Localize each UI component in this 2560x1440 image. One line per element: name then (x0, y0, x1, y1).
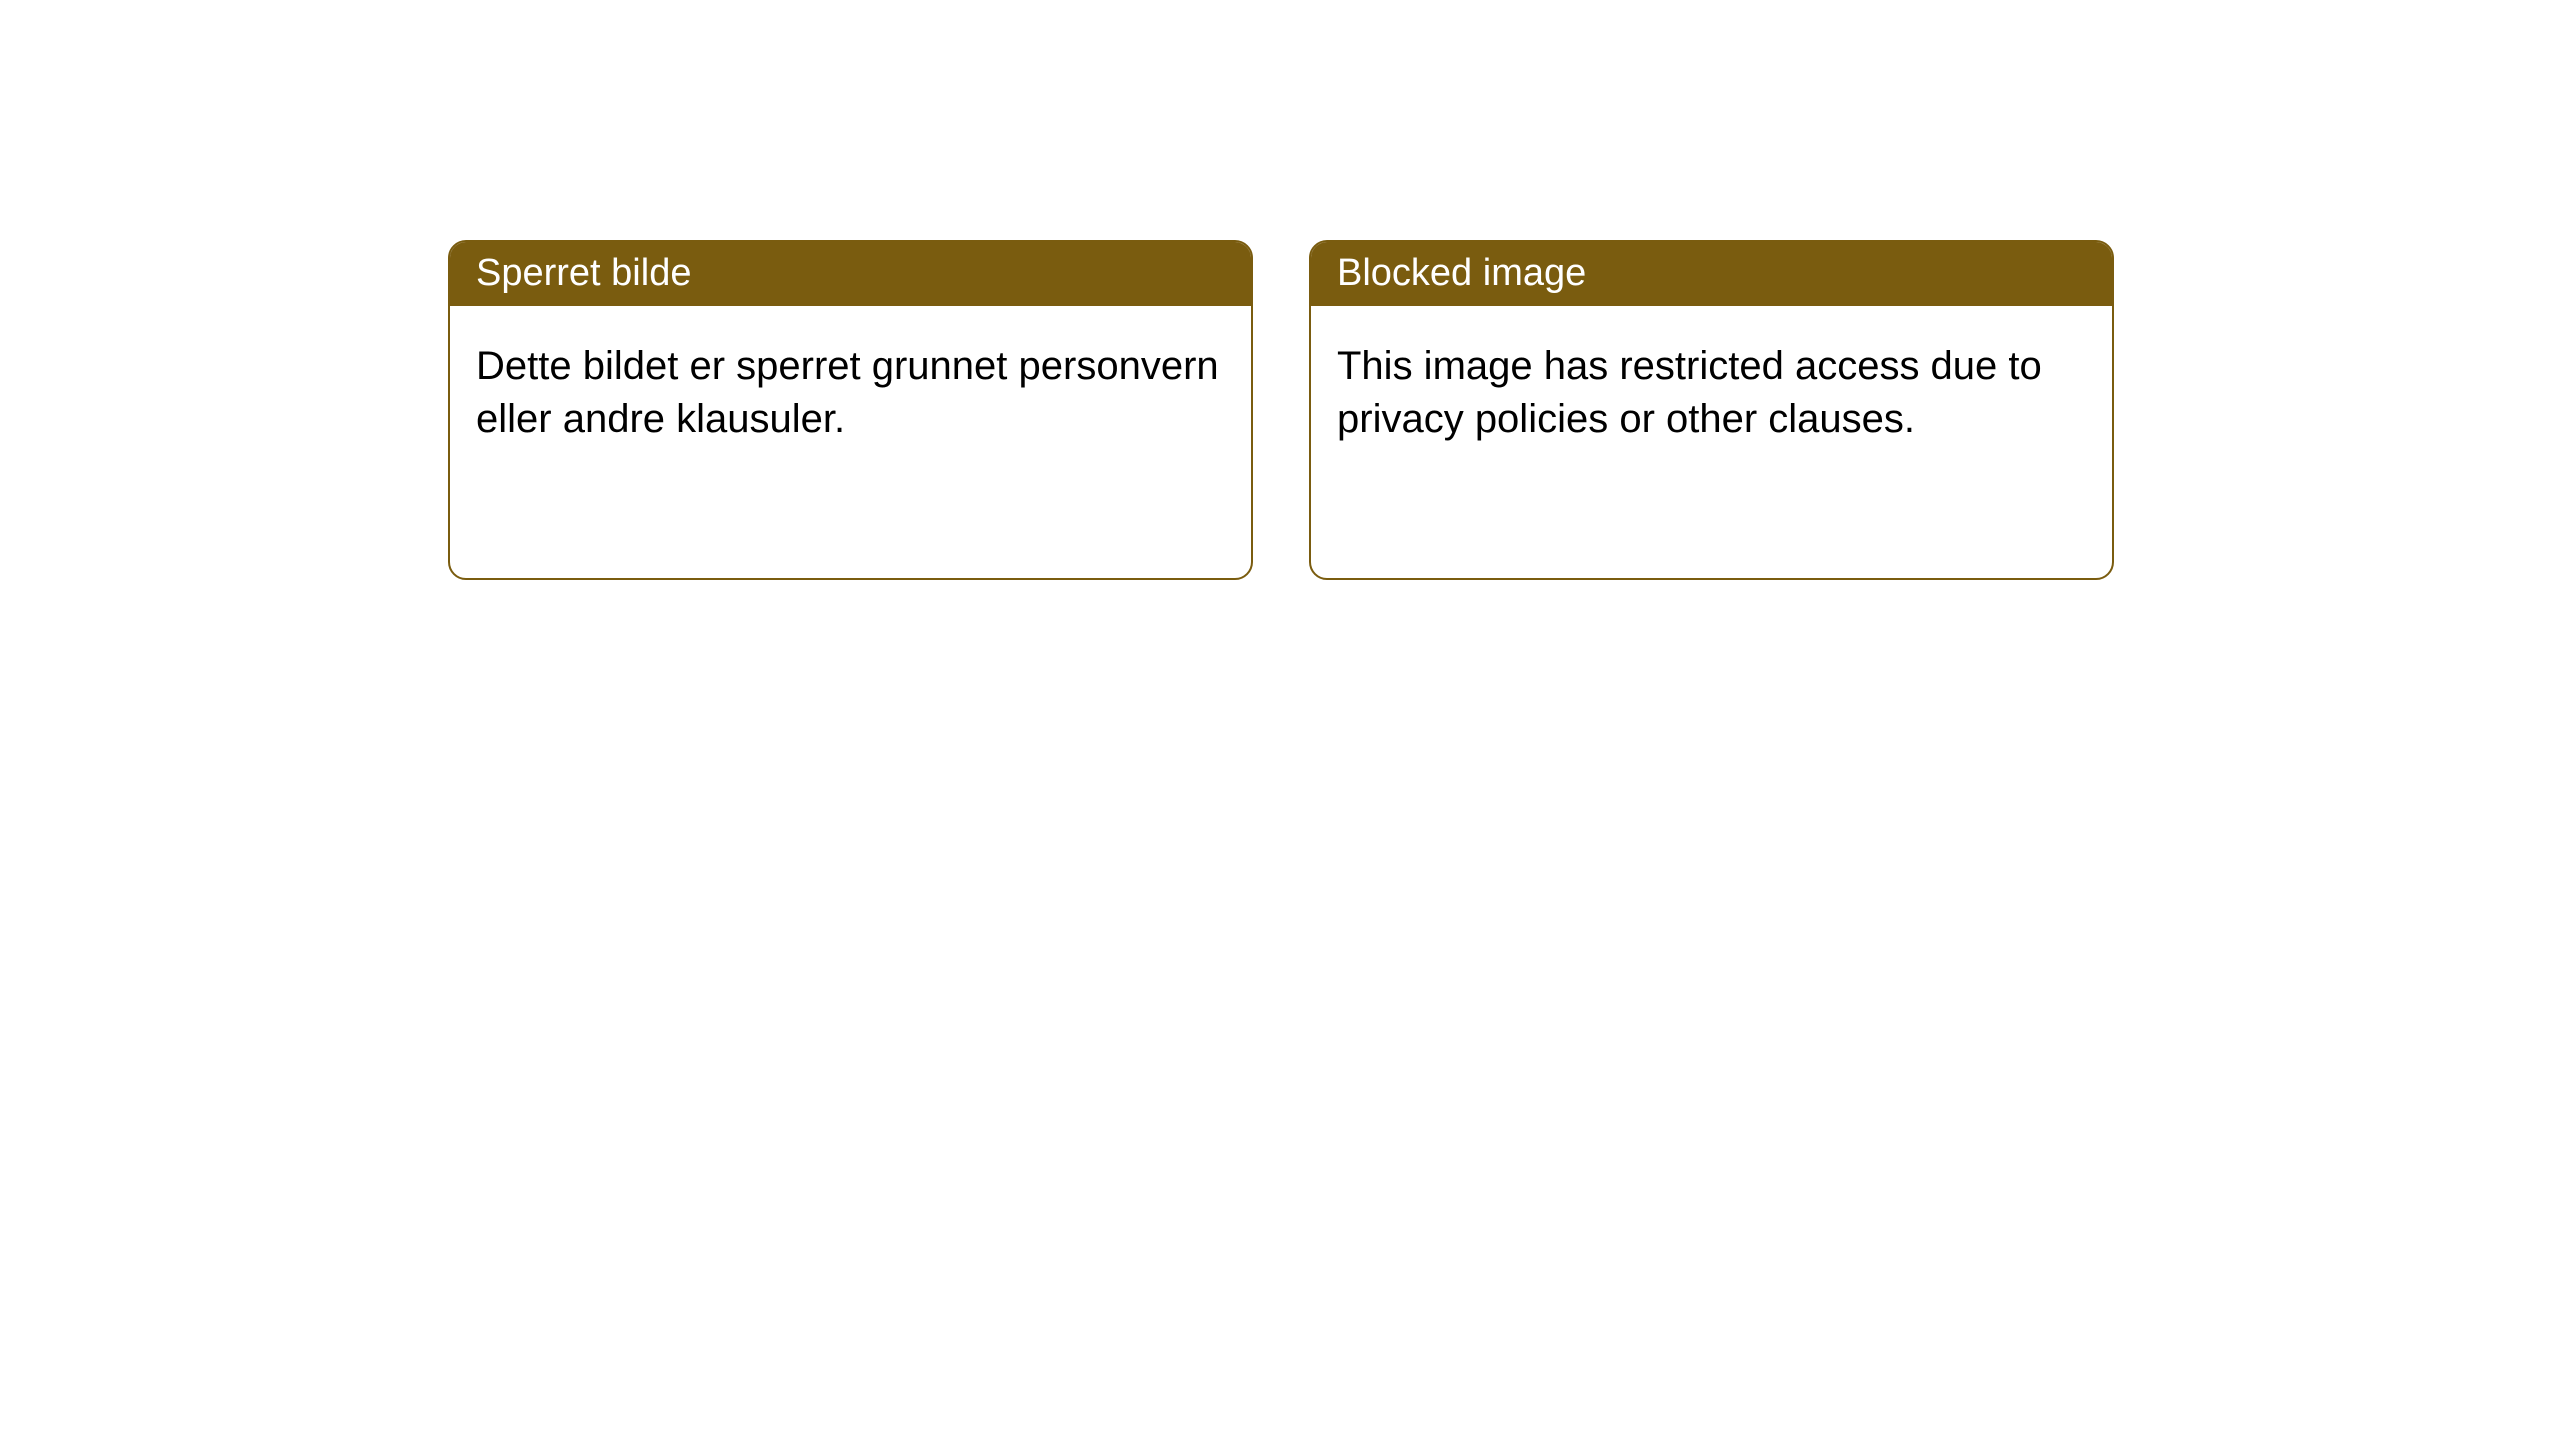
notice-card-english: Blocked image This image has restricted … (1309, 240, 2114, 580)
card-body-text: This image has restricted access due to … (1337, 344, 2042, 441)
card-body: This image has restricted access due to … (1311, 306, 2112, 578)
card-header: Blocked image (1311, 242, 2112, 306)
card-body: Dette bildet er sperret grunnet personve… (450, 306, 1251, 578)
card-header: Sperret bilde (450, 242, 1251, 306)
card-body-text: Dette bildet er sperret grunnet personve… (476, 344, 1219, 441)
notice-cards-container: Sperret bilde Dette bildet er sperret gr… (0, 0, 2560, 580)
card-title: Blocked image (1337, 252, 1586, 294)
card-title: Sperret bilde (476, 252, 691, 294)
notice-card-norwegian: Sperret bilde Dette bildet er sperret gr… (448, 240, 1253, 580)
